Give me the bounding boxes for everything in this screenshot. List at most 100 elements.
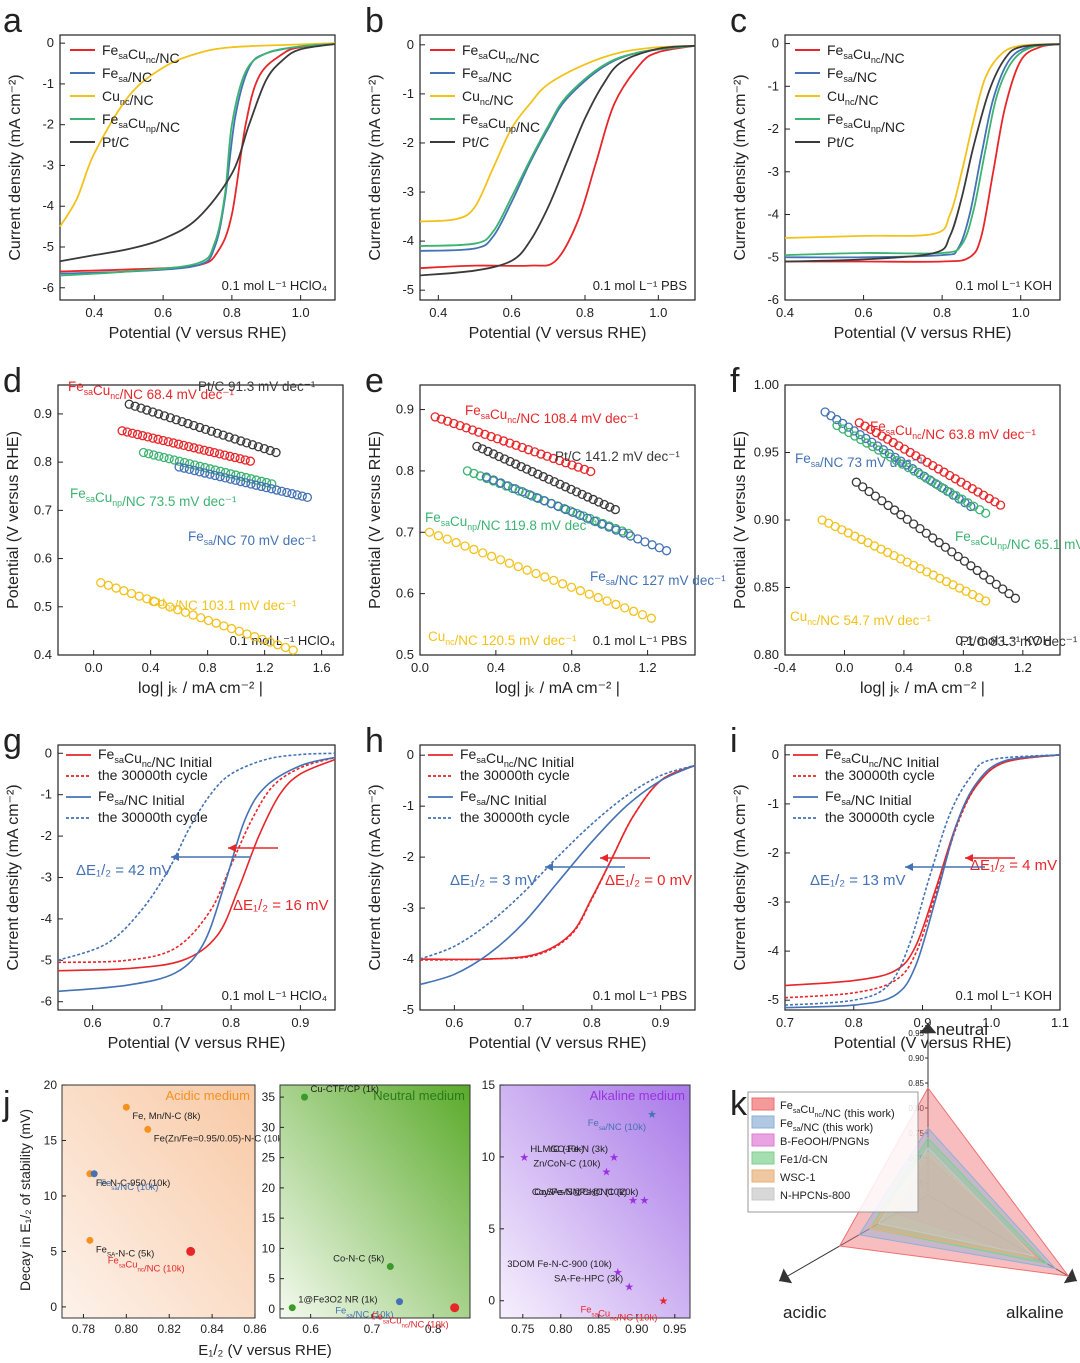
panel-letter-b: b <box>365 2 384 40</box>
electrolyte-label: 0.1 mol L⁻¹ PBS <box>593 278 688 293</box>
y-tick-label: 5 <box>488 1222 495 1236</box>
data-point <box>548 453 559 464</box>
data-point <box>195 422 205 433</box>
text-run: Pt/C 141.2 mV dec⁻¹ <box>555 449 680 464</box>
data-point <box>433 531 444 541</box>
y-tick-label: 0.5 <box>396 647 414 662</box>
x-tick-label: 0.4 <box>85 305 103 320</box>
panel-letter-k: k <box>730 1085 748 1123</box>
text-run: /NC (10k) <box>605 1122 646 1133</box>
x-tick-label: 0.7 <box>776 1015 794 1030</box>
data-point <box>555 479 565 489</box>
text-run: Fe(Zn/Fe=0.95/0.05)-N-C (10k) <box>154 1133 286 1144</box>
subscript: sa <box>478 120 489 130</box>
x-tick-label: 1.1 <box>1051 1015 1069 1030</box>
data-point <box>995 500 1006 510</box>
axis-arrow <box>919 1023 937 1034</box>
data-point <box>593 592 603 603</box>
text-run: /NC <box>855 92 879 108</box>
delta-label: ΔE₁/₂ = 42 mV <box>76 862 172 879</box>
text-run: 3DOM Fe-N-C-900 (10k) <box>507 1259 612 1270</box>
text-run: Fe <box>102 42 119 58</box>
panel-k: 0.650.700.750.800.850.900.95neutralacidi… <box>747 1020 1078 1322</box>
x-tick-label: 0.6 <box>302 1322 319 1336</box>
data-point <box>883 500 893 511</box>
point-label: Coy/Fe-N@CHC (10k) <box>532 1187 627 1198</box>
legend-swatch <box>751 1151 775 1165</box>
subscript: sa <box>111 1185 118 1192</box>
axis-arrow <box>779 1268 793 1284</box>
data-point <box>538 472 549 482</box>
y-tick-label: 0.8 <box>34 454 52 469</box>
x-tick-label: 0.4 <box>776 305 794 320</box>
data-point <box>111 583 121 593</box>
data-point <box>144 1125 152 1133</box>
text-run: the 30000th cycle <box>460 809 570 825</box>
x-tick-label: 0.0 <box>411 660 429 675</box>
data-point <box>153 434 163 444</box>
text-run: /NC <box>515 50 539 66</box>
text-run: Pt/C <box>102 134 129 150</box>
text-run: Fe <box>425 510 441 525</box>
data-point <box>475 471 485 481</box>
subscript: sa <box>476 797 487 807</box>
series-line <box>57 752 336 962</box>
subscript: np <box>506 124 516 134</box>
legend-label: WSC-1 <box>780 1172 815 1184</box>
y-axis-label: Current density (mA cm⁻²) <box>732 784 749 970</box>
y-tick-label: -3 <box>767 894 779 909</box>
data-point <box>605 502 615 512</box>
y-tick-label: 0.7 <box>34 502 52 517</box>
y-tick-label: -4 <box>42 198 54 213</box>
delta-label: ΔE₁/₂ = 3 mV <box>450 872 537 889</box>
point-label: Cu-CTF/CP (1k) <box>311 1084 379 1095</box>
data-point <box>218 430 228 440</box>
panel-h: 0.6 0.7 0.8 0.9 0 -1 -2 -3 -4 -5 Potential (V vers… <box>367 744 696 1052</box>
data-point <box>240 455 250 465</box>
text-run: /NC (this work) <box>822 1108 895 1120</box>
subscript: sa <box>119 1262 126 1269</box>
data-point <box>189 420 199 431</box>
data-point <box>142 405 152 415</box>
data-point <box>820 407 830 417</box>
text-run: Cu <box>462 88 480 104</box>
x-tick-label: 0.6 <box>445 1015 463 1030</box>
data-point <box>154 451 164 461</box>
y-tick-label: 30 <box>262 1120 276 1134</box>
y-tick-label: -4 <box>767 943 779 958</box>
data-point <box>851 477 862 487</box>
text-run: Cu <box>980 533 997 548</box>
series-line <box>419 764 696 986</box>
point-label: Fesa/NC (10k) <box>100 1178 158 1193</box>
data-point <box>523 445 534 455</box>
data-point <box>583 492 593 502</box>
x-tick-label: 0.0 <box>835 660 853 675</box>
text-run: Cu <box>895 423 912 438</box>
data-point <box>575 586 586 596</box>
text-run: /NC 54.7 mV dec⁻¹ <box>817 613 932 628</box>
text-run: SA-Fe-HPC (3k) <box>554 1273 623 1284</box>
data-point <box>277 486 287 496</box>
text-run: Fe1/d-CN <box>780 1154 828 1166</box>
subscript: sa <box>118 74 129 84</box>
data-point <box>856 434 866 445</box>
data-point <box>522 464 532 474</box>
data-point <box>461 423 471 433</box>
data-point <box>127 428 138 438</box>
legend-label: FesaCunc/NC Initial <box>460 746 574 770</box>
point-label: 1@Fe3O2 NR (1k) <box>298 1295 377 1306</box>
y-tick-label: 10 <box>482 1150 496 1164</box>
legend-label: the 30000th cycle <box>825 767 935 783</box>
data-point <box>436 414 447 424</box>
text-run: Fe <box>98 788 115 804</box>
radar-axis-label: neutral <box>936 1020 988 1039</box>
data-point <box>159 411 170 421</box>
series-line <box>419 44 696 277</box>
data-point <box>991 579 1001 590</box>
text-run: /NC 73.5 mV dec⁻¹ <box>122 494 237 509</box>
y-tick-label: 0.7 <box>396 524 414 539</box>
y-axis-label: Potential (V versus RHE) <box>367 431 384 609</box>
data-point <box>998 584 1008 594</box>
text-run: /NC 65.1 mV dec⁻¹ <box>1007 537 1080 552</box>
x-tick-label: 0.8 <box>425 1322 442 1336</box>
